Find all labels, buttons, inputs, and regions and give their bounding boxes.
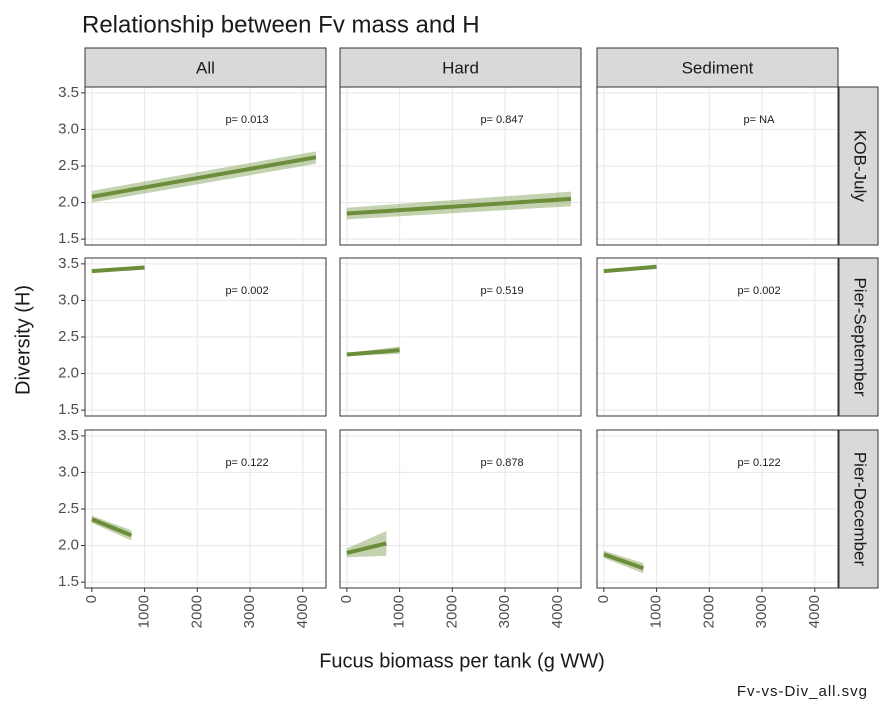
panel-border — [339, 429, 582, 589]
y-tick-label: 2.5 — [58, 500, 79, 517]
y-tick-label: 3.5 — [58, 84, 79, 101]
x-tick-label: 4000 — [294, 595, 311, 628]
row-label: KOB-July — [851, 130, 870, 202]
panel-border — [339, 86, 582, 246]
strip — [838, 429, 879, 589]
y-tick-label: 2.5 — [58, 328, 79, 345]
annotation: p= 0.878 — [480, 457, 523, 469]
x-tick-label: 1000 — [136, 595, 153, 628]
annotation: p= NA — [744, 114, 776, 126]
y-tick-label: 1.5 — [58, 401, 79, 418]
x-tick-label: 4000 — [806, 595, 823, 628]
row-label: Pier-September — [851, 277, 870, 396]
annotation: p= 0.519 — [480, 285, 523, 297]
trend-line — [603, 264, 657, 274]
x-tick-label: 4000 — [549, 595, 566, 628]
x-tick-label: 1000 — [648, 595, 665, 628]
strip — [84, 47, 327, 88]
annotation: p= 0.002 — [225, 285, 268, 297]
column-label: Hard — [442, 58, 479, 77]
y-tick-label: 2.0 — [58, 194, 79, 211]
column-label: All — [196, 58, 215, 77]
strip — [838, 86, 879, 246]
x-tick-label: 0 — [338, 595, 355, 603]
x-tick-label: 0 — [83, 595, 100, 603]
y-tick-label: 2.0 — [58, 537, 79, 554]
panel-border — [596, 86, 839, 246]
column-label: Sediment — [682, 58, 754, 77]
x-tick-label: 3000 — [496, 595, 513, 628]
trend-line — [346, 541, 387, 555]
trend-line — [603, 552, 645, 571]
x-axis-label: Fucus biomass per tank (g WW) — [319, 650, 605, 672]
panel-border — [596, 257, 839, 417]
y-tick-label: 2.5 — [58, 157, 79, 174]
trend-line — [346, 348, 400, 357]
x-tick-label: 3000 — [753, 595, 770, 628]
x-tick-label: 2000 — [443, 595, 460, 628]
strip — [339, 47, 582, 88]
y-tick-label: 3.0 — [58, 120, 79, 137]
y-tick-label: 3.0 — [58, 291, 79, 308]
annotation: p= 0.002 — [737, 285, 780, 297]
y-tick-label: 2.0 — [58, 365, 79, 382]
trend-line — [91, 517, 133, 538]
y-axis-label: Diversity (H) — [12, 285, 34, 395]
x-tick-label: 2000 — [188, 595, 205, 628]
panel-border — [339, 257, 582, 417]
row-label: Pier-December — [851, 452, 870, 567]
x-tick-label: 0 — [595, 595, 612, 603]
annotation: p= 0.122 — [225, 457, 268, 469]
trend-line — [91, 265, 145, 274]
trend-line — [91, 155, 317, 199]
y-tick-label: 1.5 — [58, 573, 79, 590]
panel-border — [596, 429, 839, 589]
x-tick-label: 1000 — [391, 595, 408, 628]
strip — [838, 257, 879, 417]
annotation: p= 0.122 — [737, 457, 780, 469]
y-tick-label: 3.5 — [58, 427, 79, 444]
x-tick-label: 2000 — [700, 595, 717, 628]
chart-title: Relationship between Fv mass and H — [82, 11, 480, 38]
y-tick-label: 3.5 — [58, 255, 79, 272]
y-tick-label: 3.0 — [58, 463, 79, 480]
strip — [596, 47, 839, 88]
y-tick-label: 1.5 — [58, 230, 79, 247]
caption: Fv-vs-Div_all.svg — [737, 683, 868, 700]
annotation: p= 0.847 — [480, 114, 523, 126]
trend-line — [346, 196, 572, 216]
annotation: p= 0.013 — [225, 114, 268, 126]
x-tick-label: 3000 — [241, 595, 258, 628]
